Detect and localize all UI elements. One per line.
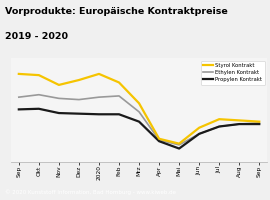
Legend: Styrol Kontrakt, Ethylen Kontrakt, Propylen Kontrakt: Styrol Kontrakt, Ethylen Kontrakt, Propy… bbox=[201, 61, 265, 85]
Text: 2019 - 2020: 2019 - 2020 bbox=[5, 32, 68, 41]
Text: Vorprodukte: Europäische Kontraktpreise: Vorprodukte: Europäische Kontraktpreise bbox=[5, 7, 228, 16]
Text: © 2020 Kunststoff Information, Bad Homburg - www.kiweb.de: © 2020 Kunststoff Information, Bad Hombu… bbox=[5, 189, 176, 195]
